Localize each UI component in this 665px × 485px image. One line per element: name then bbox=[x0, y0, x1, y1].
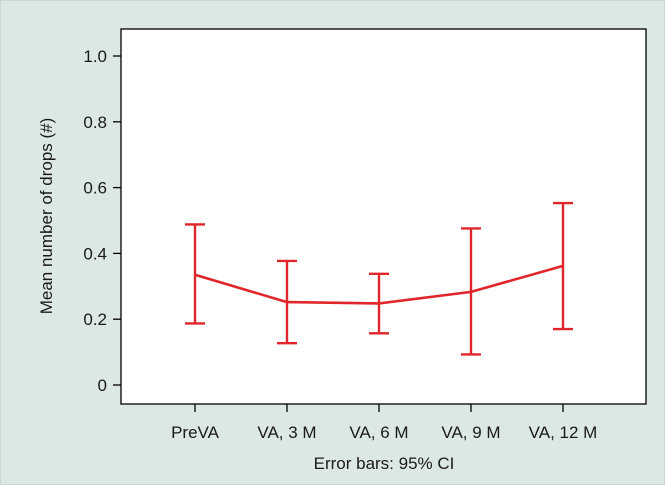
y-tick-label: 0.2 bbox=[83, 310, 107, 329]
y-axis-title: Mean number of drops (#) bbox=[37, 118, 56, 315]
y-tick-label: 0.8 bbox=[83, 113, 107, 132]
x-axis-title: Error bars: 95% CI bbox=[314, 454, 455, 473]
y-tick-label: 0 bbox=[98, 376, 107, 395]
x-tick-label: VA, 6 M bbox=[349, 423, 408, 442]
x-tick-label: VA, 9 M bbox=[441, 423, 500, 442]
plot-border bbox=[120, 28, 647, 405]
x-tick-label: VA, 3 M bbox=[257, 423, 316, 442]
series-line bbox=[194, 264, 564, 305]
x-tick-label: PreVA bbox=[171, 423, 220, 442]
plot-area bbox=[121, 29, 646, 404]
y-tick-label: 0.4 bbox=[83, 244, 107, 263]
x-tick-label: VA, 12 M bbox=[529, 423, 598, 442]
y-tick-label: 0.6 bbox=[83, 179, 107, 198]
y-tick-label: 1.0 bbox=[83, 47, 107, 66]
